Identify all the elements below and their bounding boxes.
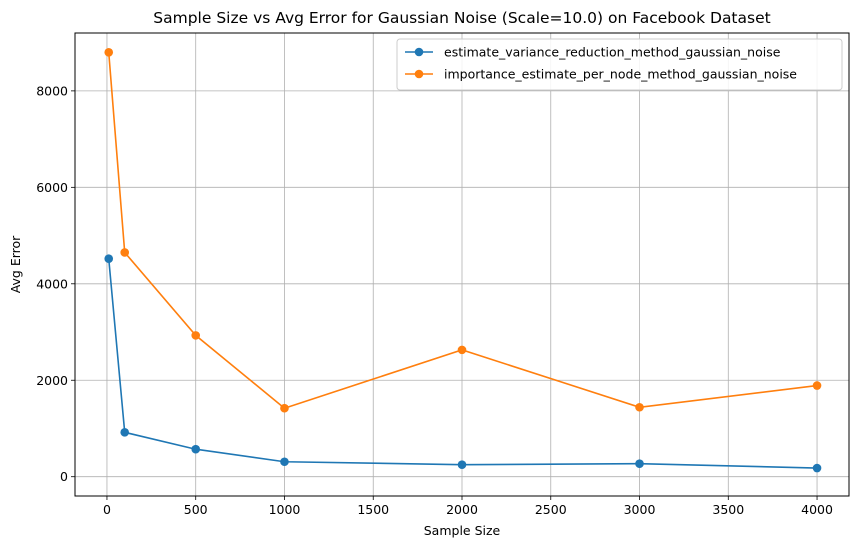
x-tick-label: 2000: [446, 502, 478, 517]
x-tick-label: 1000: [269, 502, 301, 517]
y-tick-label: 0: [60, 469, 68, 484]
chart-title: Sample Size vs Avg Error for Gaussian No…: [153, 9, 770, 27]
legend-box: [396, 38, 843, 91]
x-tick-label: 3500: [712, 502, 744, 517]
data-point-series-1: [635, 459, 644, 468]
data-point-series-1: [191, 444, 201, 454]
data-point-series-2: [280, 403, 289, 413]
data-point-series-2: [635, 402, 644, 412]
legend: estimate_variance_reduction_method_gauss…: [396, 38, 843, 91]
plot-border: [74, 32, 850, 497]
x-tick-label: 4000: [801, 502, 833, 517]
x-tick-label: 1500: [357, 502, 389, 517]
y-axis-label: Avg Error: [8, 235, 23, 293]
data-point-series-2: [120, 248, 130, 257]
grid: [75, 33, 849, 496]
legend-marker-2: [414, 69, 424, 79]
data-point-series-1: [120, 428, 130, 437]
x-tick-label: 500: [184, 502, 208, 517]
data-point-series-2: [812, 381, 822, 390]
y-tick-label: 4000: [36, 276, 68, 291]
data-point-series-2: [191, 331, 201, 340]
axes: 0 500 1000 1500 2000 2500 3000 3500 4000 0 2000 400…: [36, 83, 833, 517]
legend-label-1: estimate_variance_reduction_method_gauss…: [444, 45, 781, 60]
data-point-series-2: [104, 47, 114, 57]
x-tick-label: 3000: [624, 502, 656, 517]
y-tick-label: 2000: [36, 373, 68, 388]
y-tick-label: 6000: [36, 180, 68, 195]
y-tick-label: 8000: [36, 83, 68, 98]
data-point-series-2: [457, 345, 467, 355]
data-point-series-1: [457, 460, 467, 469]
data-point-series-1: [104, 254, 114, 264]
x-tick-label: 0: [103, 502, 111, 517]
legend-marker-1: [414, 47, 424, 57]
legend-label-2: importance_estimate_per_node_method_gaus…: [444, 67, 797, 82]
x-tick-label: 2500: [535, 502, 567, 517]
data-point-series-1: [280, 457, 289, 467]
series-layer: [104, 47, 822, 473]
x-axis-label: Sample Size: [424, 523, 501, 538]
data-point-series-1: [812, 463, 822, 473]
